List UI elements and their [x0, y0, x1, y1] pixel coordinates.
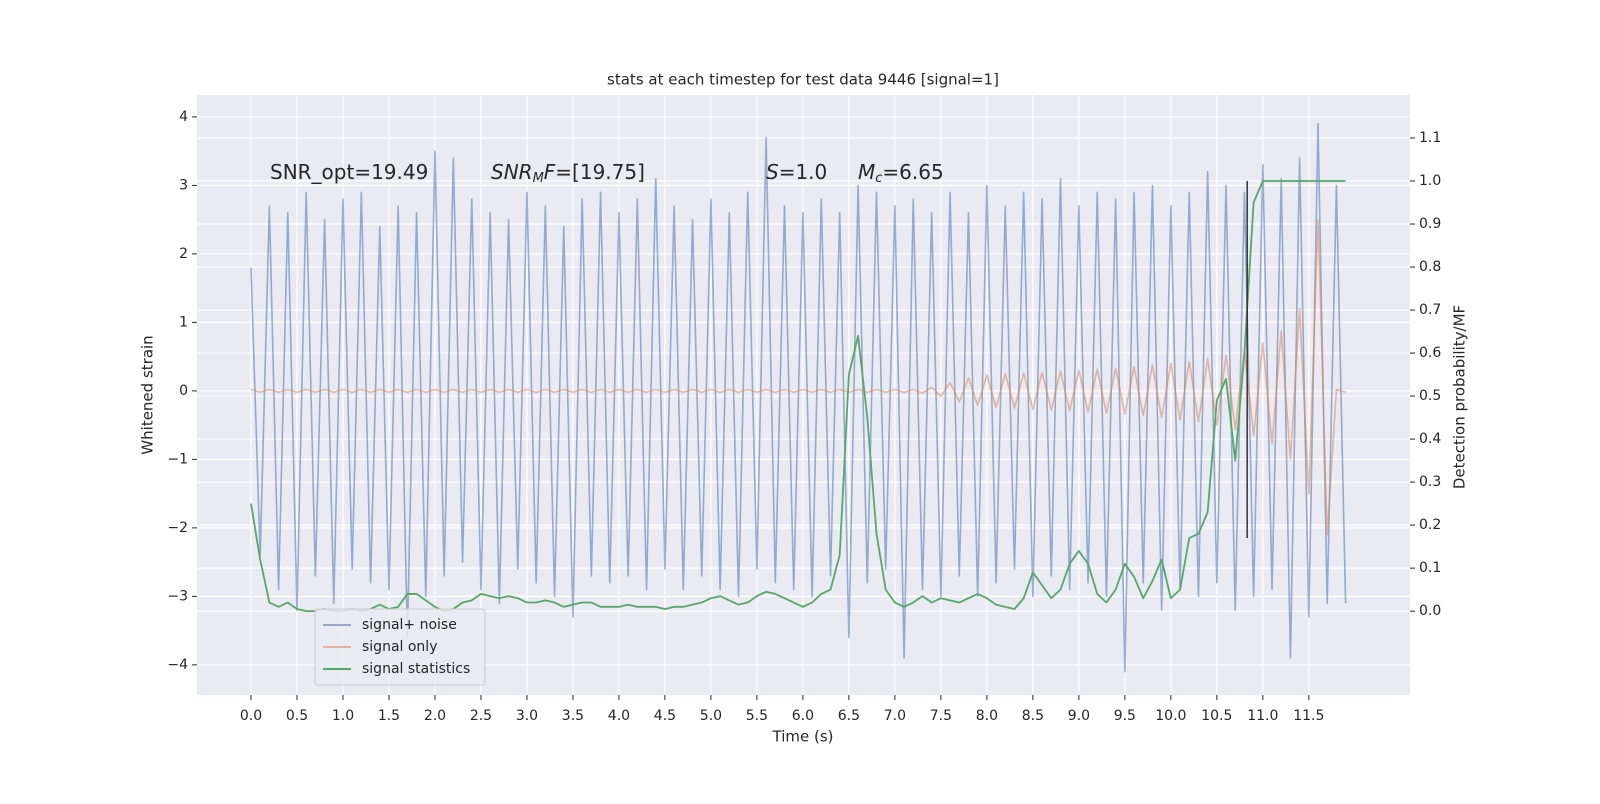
legend-label: signal statistics [362, 661, 470, 677]
y2-axis-label: Detection probability/MF [1451, 305, 1469, 489]
x-tick-label: 5.0 [700, 708, 722, 724]
x-tick-label: 10.5 [1201, 708, 1232, 724]
x-tick-label: 0.0 [240, 708, 262, 724]
y-tick-label: −3 [167, 588, 188, 604]
y2-tick-label: 1.0 [1419, 173, 1441, 189]
annotation: SNRMF=[19.75] [491, 160, 645, 186]
y2-tick-label: 0.9 [1419, 216, 1441, 232]
x-tick-label: 7.0 [884, 708, 906, 724]
annotation-text: M [858, 160, 875, 184]
y2-tick-label: 0.2 [1419, 517, 1441, 533]
series-line [250, 218, 1346, 536]
x-tick-label: 8.5 [1022, 708, 1044, 724]
y-tick-label: 2 [179, 246, 188, 262]
legend-box [314, 608, 486, 686]
x-tick-label: 7.5 [930, 708, 952, 724]
x-tick-label: 9.5 [1114, 708, 1136, 724]
annotation-text: S [766, 160, 779, 184]
x-tick-label: 10.0 [1155, 708, 1186, 724]
x-tick-label: 2.0 [424, 708, 446, 724]
legend: signal+ noise signal only signal statistic… [314, 608, 486, 686]
x-tick-label: 8.0 [976, 708, 998, 724]
legend-label: signal only [362, 639, 437, 655]
y-tick-label: −4 [167, 657, 188, 673]
x-tick-label: 1.5 [378, 708, 400, 724]
marks [250, 122, 1347, 673]
x-tick-label: 5.5 [746, 708, 768, 724]
annotation: Mc=6.65 [858, 160, 944, 186]
x-tick-label: 0.5 [286, 708, 308, 724]
y2-tick-label: 1.1 [1419, 130, 1441, 146]
y-tick-label: 3 [179, 177, 188, 193]
x-tick-label: 11.5 [1293, 708, 1324, 724]
x-tick-label: 4.5 [654, 708, 676, 724]
annotation-subscript: M [533, 171, 544, 186]
x-tick-label: 3.5 [562, 708, 584, 724]
annotation-text: =[19.75] [555, 160, 645, 184]
x-tick-label: 6.5 [838, 708, 860, 724]
x-tick-label: 11.0 [1247, 708, 1278, 724]
annotation-text: SNR_opt=19.49 [270, 160, 428, 184]
annotation-text: SNR [491, 160, 533, 184]
annotation-text: F [544, 160, 556, 184]
y-tick-label: 4 [179, 109, 188, 125]
annotation: S=1.0 [766, 160, 827, 184]
y2-tick-label: 0.5 [1419, 388, 1441, 404]
x-axis-label: Time (s) [772, 728, 834, 746]
y2-tick-label: 0.3 [1419, 474, 1441, 490]
y-tick-label: −1 [167, 451, 188, 467]
chart-title: stats at each timestep for test data 944… [607, 71, 999, 89]
y2-tick-label: 0.0 [1419, 603, 1441, 619]
legend-label: signal+ noise [362, 617, 457, 633]
y2-tick-label: 0.6 [1419, 345, 1441, 361]
series-line [250, 180, 1346, 613]
series-line [250, 122, 1347, 673]
annotation-subscript: c [875, 171, 882, 186]
x-tick-label: 2.5 [470, 708, 492, 724]
x-tick-label: 6.0 [792, 708, 814, 724]
axes: 0.0 0.5 1.0 1.5 2.0 2.5 3.0 3.5 4.0 4.5 5.0 5.5 6.0 6… [167, 109, 1441, 724]
y-tick-label: 0 [179, 383, 188, 399]
y-tick-label: 1 [179, 314, 188, 330]
y2-tick-label: 0.7 [1419, 302, 1441, 318]
y2-tick-label: 0.1 [1419, 560, 1441, 576]
annotation-text: =6.65 [882, 160, 943, 184]
y2-tick-label: 0.4 [1419, 431, 1441, 447]
y2-tick-label: 0.8 [1419, 259, 1441, 275]
y-tick-label: −2 [167, 520, 188, 536]
x-tick-label: 4.0 [608, 708, 630, 724]
x-tick-label: 3.0 [516, 708, 538, 724]
annotation-text: =1.0 [779, 160, 828, 184]
y-axis-label: Whitened strain [139, 335, 157, 454]
x-tick-label: 9.0 [1068, 708, 1090, 724]
annotation: SNR_opt=19.49 [270, 160, 428, 184]
x-tick-label: 1.0 [332, 708, 354, 724]
